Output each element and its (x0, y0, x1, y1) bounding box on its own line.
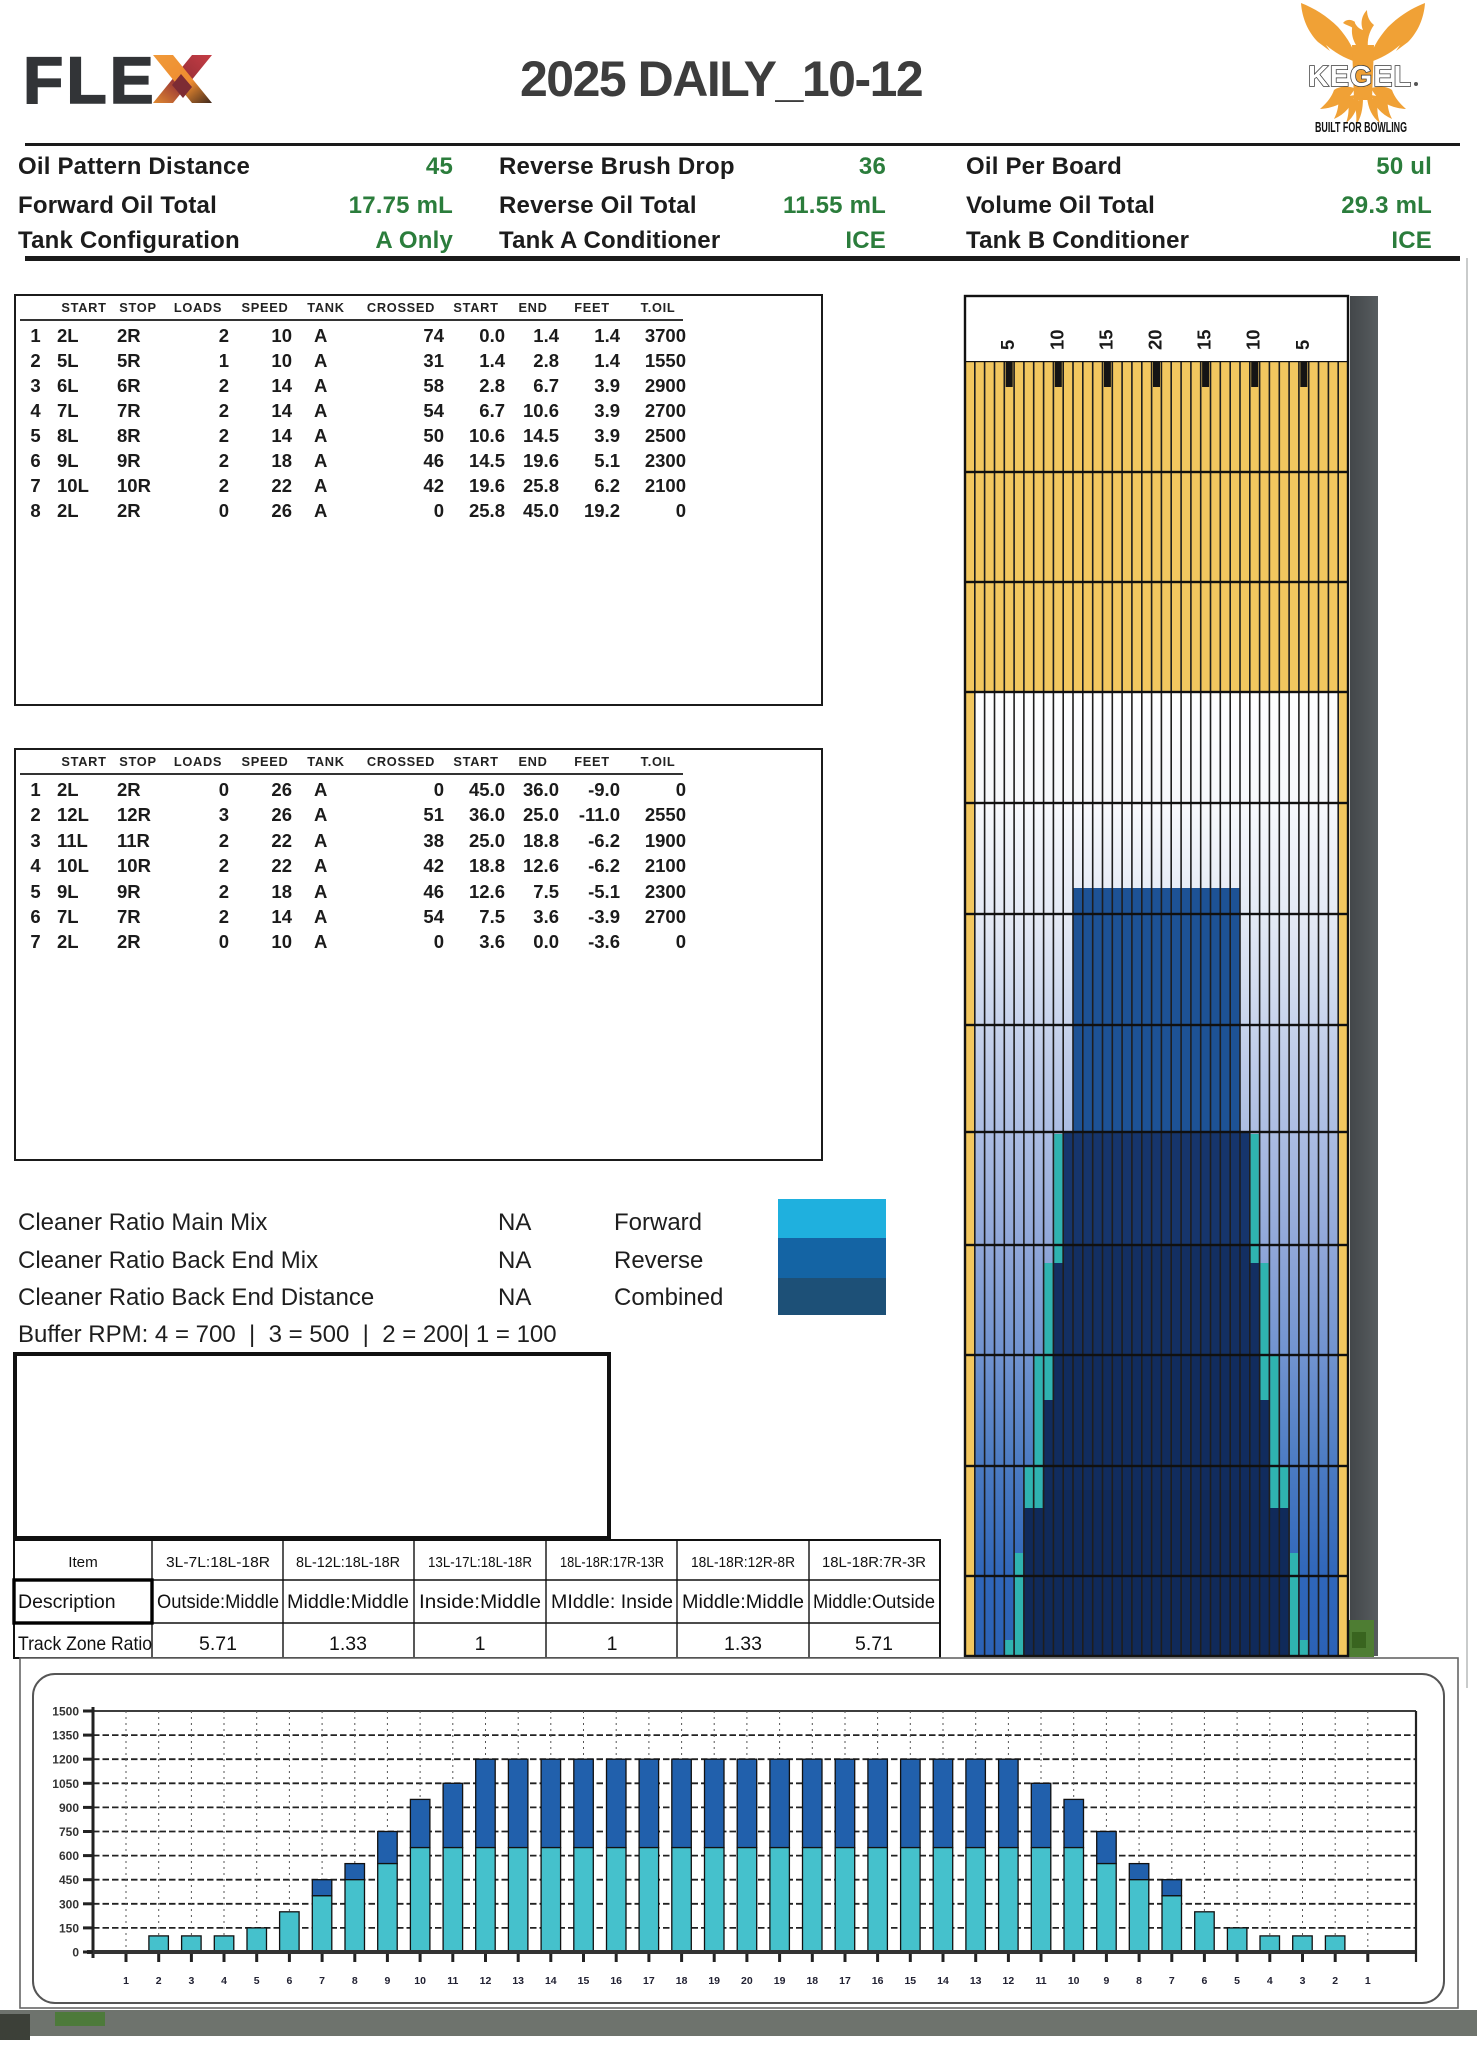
svg-text:300: 300 (59, 1897, 79, 1911)
svg-text:5.71: 5.71 (199, 1633, 237, 1655)
svg-text:1: 1 (1365, 1975, 1371, 1987)
svg-text:8: 8 (1136, 1975, 1142, 1987)
svg-text:17: 17 (839, 1975, 851, 1987)
svg-text:9: 9 (1103, 1975, 1109, 1987)
svg-text:17: 17 (643, 1975, 655, 1987)
svg-text:Description: Description (18, 1591, 116, 1613)
svg-text:20: 20 (1145, 329, 1166, 350)
svg-text:Outside:Middle: Outside:Middle (157, 1591, 279, 1613)
svg-text:18L-18R:7R-3R: 18L-18R:7R-3R (822, 1554, 926, 1571)
svg-text:5: 5 (1234, 1975, 1240, 1987)
svg-text:14: 14 (545, 1975, 557, 1987)
svg-text:1350: 1350 (52, 1729, 79, 1743)
svg-text:3L-7L:18L-18R: 3L-7L:18L-18R (166, 1554, 270, 1571)
svg-text:8L-12L:18L-18R: 8L-12L:18L-18R (296, 1554, 400, 1571)
svg-text:4: 4 (1267, 1975, 1273, 1987)
svg-text:5: 5 (1292, 340, 1313, 350)
svg-text:13L-17L:18L-18R: 13L-17L:18L-18R (428, 1554, 532, 1571)
svg-text:12: 12 (1003, 1975, 1015, 1987)
svg-text:BUILT FOR BOWLING: BUILT FOR BOWLING (1315, 120, 1407, 136)
svg-text:12: 12 (480, 1975, 492, 1987)
svg-text:19: 19 (774, 1975, 786, 1987)
svg-text:Middle:Middle: Middle:Middle (682, 1591, 804, 1613)
svg-text:14: 14 (937, 1975, 949, 1987)
svg-text:13: 13 (970, 1975, 982, 1987)
svg-text:1050: 1050 (52, 1777, 79, 1791)
svg-text:MIddle: Inside: MIddle: Inside (551, 1591, 673, 1613)
svg-text:15: 15 (1194, 329, 1215, 350)
svg-text:16: 16 (610, 1975, 622, 1987)
svg-text:10: 10 (1046, 329, 1067, 350)
svg-text:2: 2 (1332, 1975, 1338, 1987)
svg-text:18: 18 (676, 1975, 688, 1987)
svg-text:600: 600 (59, 1849, 79, 1863)
svg-text:Track Zone Ratio: Track Zone Ratio (18, 1633, 152, 1655)
svg-text:20: 20 (741, 1975, 753, 1987)
svg-text:7: 7 (1169, 1975, 1175, 1987)
svg-text:3: 3 (188, 1975, 194, 1987)
svg-text:KEGEL: KEGEL (1308, 61, 1412, 93)
svg-text:1.33: 1.33 (329, 1633, 367, 1655)
svg-text:2: 2 (156, 1975, 162, 1987)
svg-text:10: 10 (1243, 329, 1264, 350)
svg-text:1: 1 (607, 1633, 618, 1655)
svg-text:1: 1 (123, 1975, 129, 1987)
svg-text:13: 13 (512, 1975, 524, 1987)
svg-text:FLE: FLE (23, 43, 157, 117)
svg-text:15: 15 (1095, 329, 1116, 350)
svg-text:1: 1 (475, 1633, 486, 1655)
svg-text:Middle:Outside: Middle:Outside (813, 1591, 935, 1613)
svg-text:9: 9 (384, 1975, 390, 1987)
svg-text:750: 750 (59, 1825, 79, 1839)
svg-text:18L-18R:17R-13R: 18L-18R:17R-13R (560, 1554, 664, 1571)
svg-text:7: 7 (319, 1975, 325, 1987)
svg-text:Inside:Middle: Inside:Middle (419, 1591, 541, 1613)
svg-text:15: 15 (904, 1975, 916, 1987)
svg-text:6: 6 (1201, 1975, 1207, 1987)
svg-text:8: 8 (352, 1975, 358, 1987)
svg-text:0: 0 (72, 1946, 79, 1960)
svg-text:1.33: 1.33 (724, 1633, 762, 1655)
svg-text:450: 450 (59, 1873, 79, 1887)
svg-text:1500: 1500 (52, 1705, 79, 1719)
svg-text:18: 18 (806, 1975, 818, 1987)
svg-text:Item: Item (68, 1554, 98, 1571)
svg-text:10: 10 (1068, 1975, 1080, 1987)
svg-text:18L-18R:12R-8R: 18L-18R:12R-8R (691, 1554, 795, 1571)
svg-text:11: 11 (1035, 1975, 1046, 1987)
svg-text:4: 4 (221, 1975, 227, 1987)
svg-text:19: 19 (708, 1975, 720, 1987)
svg-text:150: 150 (59, 1921, 79, 1935)
svg-text:900: 900 (59, 1801, 79, 1815)
svg-text:Middle:Middle: Middle:Middle (287, 1591, 409, 1613)
svg-text:3: 3 (1300, 1975, 1306, 1987)
svg-text:5.71: 5.71 (855, 1633, 893, 1655)
svg-text:16: 16 (872, 1975, 884, 1987)
svg-text:6: 6 (286, 1975, 292, 1987)
svg-text:5: 5 (254, 1975, 260, 1987)
svg-text:15: 15 (578, 1975, 590, 1987)
svg-text:10: 10 (414, 1975, 426, 1987)
svg-text:11: 11 (447, 1975, 458, 1987)
svg-text:1200: 1200 (52, 1753, 79, 1767)
svg-text:5: 5 (997, 340, 1018, 350)
